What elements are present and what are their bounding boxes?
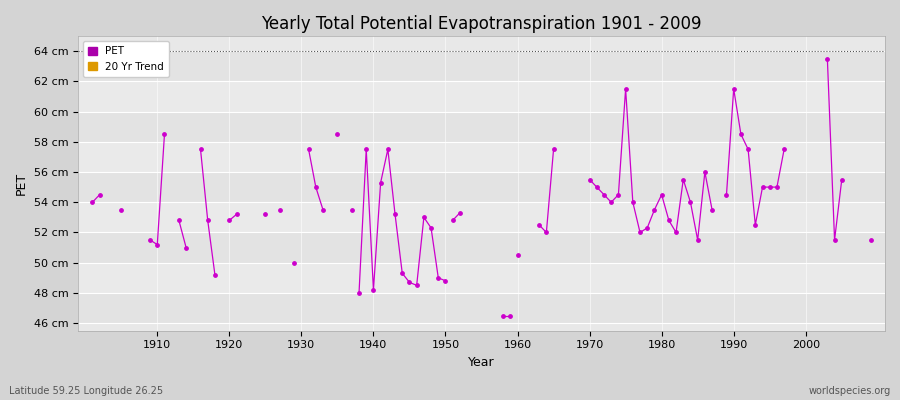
Point: [532, 222, 546, 228]
Point: [453, 210, 467, 216]
Point: [150, 241, 165, 248]
Point: [539, 229, 554, 236]
Point: [618, 86, 633, 92]
Bar: [78, 51, 885, 81]
Point: [510, 252, 525, 258]
Point: [496, 312, 510, 319]
Point: [446, 217, 460, 224]
Point: [690, 237, 705, 243]
Y-axis label: PET: PET: [15, 172, 28, 195]
Point: [698, 169, 712, 175]
Point: [431, 275, 446, 281]
Point: [669, 229, 683, 236]
Point: [158, 131, 172, 138]
Point: [748, 222, 762, 228]
Point: [359, 146, 374, 152]
Point: [330, 131, 345, 138]
Point: [676, 176, 690, 183]
Text: Latitude 59.25 Longitude 26.25: Latitude 59.25 Longitude 26.25: [9, 386, 163, 396]
Bar: [78, 293, 885, 323]
Point: [410, 282, 424, 288]
Point: [316, 206, 330, 213]
Legend: PET, 20 Yr Trend: PET, 20 Yr Trend: [83, 41, 169, 77]
Point: [179, 244, 194, 251]
Point: [143, 237, 157, 243]
Point: [194, 146, 208, 152]
Point: [503, 312, 517, 319]
Bar: [78, 142, 885, 172]
Point: [827, 237, 842, 243]
Point: [114, 206, 129, 213]
Point: [755, 184, 770, 190]
Point: [438, 278, 453, 284]
Point: [381, 146, 395, 152]
Point: [719, 192, 733, 198]
Point: [374, 179, 388, 186]
Point: [604, 199, 618, 206]
Point: [597, 192, 611, 198]
Point: [647, 206, 662, 213]
Point: [762, 184, 777, 190]
Point: [417, 214, 431, 220]
Point: [201, 217, 215, 224]
Point: [352, 290, 366, 296]
Bar: [78, 202, 885, 232]
Point: [366, 287, 381, 293]
Title: Yearly Total Potential Evapotranspiration 1901 - 2009: Yearly Total Potential Evapotranspiratio…: [261, 15, 702, 33]
Bar: [78, 263, 885, 293]
Point: [770, 184, 784, 190]
Point: [86, 199, 100, 206]
Bar: [78, 81, 885, 112]
Point: [734, 131, 748, 138]
Point: [424, 225, 438, 231]
Point: [287, 260, 302, 266]
Point: [93, 192, 107, 198]
Point: [590, 184, 604, 190]
Point: [230, 211, 244, 218]
Point: [345, 206, 359, 213]
Point: [172, 217, 186, 224]
Point: [309, 184, 323, 190]
Point: [741, 146, 755, 152]
Point: [777, 146, 791, 152]
Point: [633, 229, 647, 236]
Point: [395, 270, 410, 276]
Text: worldspecies.org: worldspecies.org: [809, 386, 891, 396]
Point: [208, 272, 222, 278]
Point: [402, 279, 417, 286]
Point: [726, 86, 741, 92]
Point: [582, 176, 597, 183]
Bar: [78, 112, 885, 142]
Point: [705, 206, 719, 213]
Bar: [78, 172, 885, 202]
Point: [820, 56, 834, 62]
Bar: [78, 232, 885, 263]
Point: [654, 192, 669, 198]
Point: [683, 199, 698, 206]
Point: [388, 211, 402, 218]
Point: [611, 192, 625, 198]
Point: [258, 211, 273, 218]
Point: [626, 199, 640, 206]
Point: [222, 217, 237, 224]
Point: [302, 146, 316, 152]
Point: [546, 146, 561, 152]
Point: [662, 217, 676, 224]
Point: [273, 206, 287, 213]
Point: [834, 176, 849, 183]
X-axis label: Year: Year: [468, 356, 495, 369]
Point: [640, 225, 654, 231]
Point: [863, 237, 878, 243]
